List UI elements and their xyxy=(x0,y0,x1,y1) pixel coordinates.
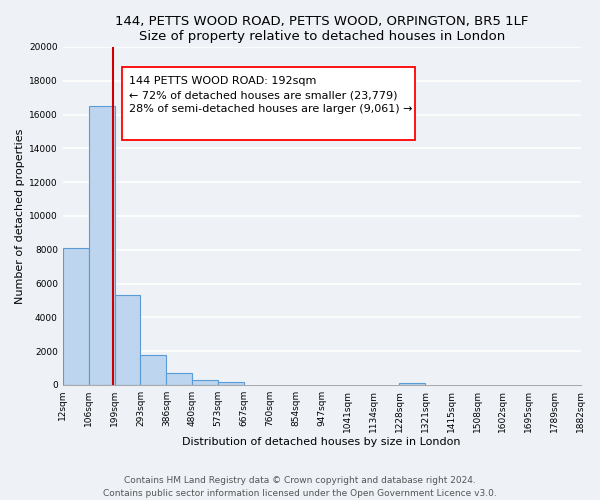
Bar xyxy=(115,296,140,385)
Bar xyxy=(140,354,166,385)
Title: 144, PETTS WOOD ROAD, PETTS WOOD, ORPINGTON, BR5 1LF
Size of property relative t: 144, PETTS WOOD ROAD, PETTS WOOD, ORPING… xyxy=(115,15,529,43)
X-axis label: Distribution of detached houses by size in London: Distribution of detached houses by size … xyxy=(182,438,461,448)
Y-axis label: Number of detached properties: Number of detached properties xyxy=(15,128,25,304)
Bar xyxy=(218,382,244,385)
Bar xyxy=(166,373,192,385)
Bar xyxy=(192,380,218,385)
FancyBboxPatch shape xyxy=(122,67,415,140)
Text: 144 PETTS WOOD ROAD: 192sqm
← 72% of detached houses are smaller (23,779)
28% of: 144 PETTS WOOD ROAD: 192sqm ← 72% of det… xyxy=(128,76,412,114)
Bar xyxy=(63,248,89,385)
Bar xyxy=(399,384,425,385)
Bar xyxy=(89,106,115,385)
Text: Contains HM Land Registry data © Crown copyright and database right 2024.
Contai: Contains HM Land Registry data © Crown c… xyxy=(103,476,497,498)
